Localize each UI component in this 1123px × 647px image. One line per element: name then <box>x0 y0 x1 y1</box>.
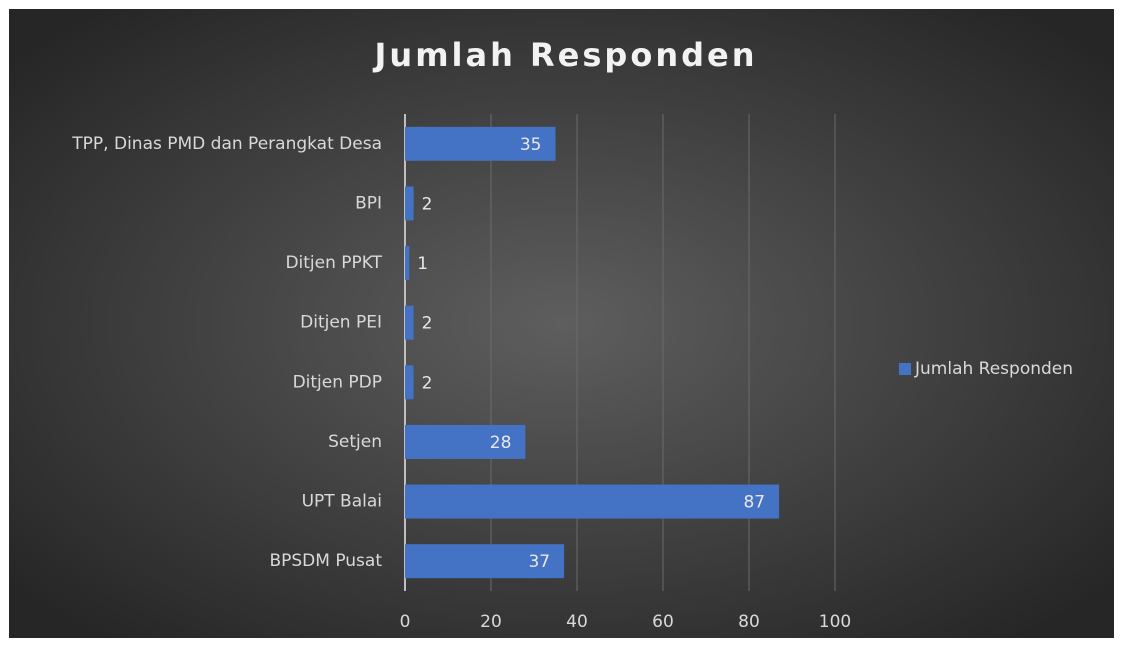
chart-title: Jumlah Responden <box>373 36 758 74</box>
y-tick-label: UPT Balai <box>302 492 382 512</box>
bar <box>405 484 780 519</box>
chart-background <box>9 9 1114 638</box>
data-label: 2 <box>422 373 433 393</box>
data-label: 87 <box>743 493 765 513</box>
bar <box>405 186 414 221</box>
x-tick-label: 60 <box>652 612 674 632</box>
x-tick-label: 20 <box>480 612 502 632</box>
x-tick-label: 80 <box>738 612 760 632</box>
y-tick-label: Ditjen PDP <box>293 372 382 392</box>
data-label: 35 <box>520 135 542 155</box>
y-tick-label: Setjen <box>328 432 382 452</box>
bar <box>405 365 414 400</box>
bar <box>405 246 410 281</box>
data-label: 2 <box>422 314 433 334</box>
y-tick-label: BPI <box>355 193 382 213</box>
data-label: 37 <box>528 552 550 572</box>
bar <box>405 544 565 579</box>
y-tick-label: BPSDM Pusat <box>269 551 382 571</box>
data-label: 28 <box>490 433 512 453</box>
x-tick-label: 100 <box>819 612 851 632</box>
data-label: 1 <box>417 254 428 274</box>
bar <box>405 126 556 161</box>
bar <box>405 424 526 459</box>
x-tick-label: 0 <box>400 612 411 632</box>
legend-label: Jumlah Responden <box>914 359 1073 379</box>
y-tick-label: Ditjen PPKT <box>285 253 382 273</box>
bar <box>405 305 414 340</box>
data-label: 2 <box>422 194 433 214</box>
y-tick-label: TPP, Dinas PMD dan Perangkat Desa <box>71 134 382 154</box>
y-tick-label: Ditjen PEI <box>300 313 382 333</box>
legend-swatch <box>899 363 911 375</box>
x-tick-label: 40 <box>566 612 588 632</box>
